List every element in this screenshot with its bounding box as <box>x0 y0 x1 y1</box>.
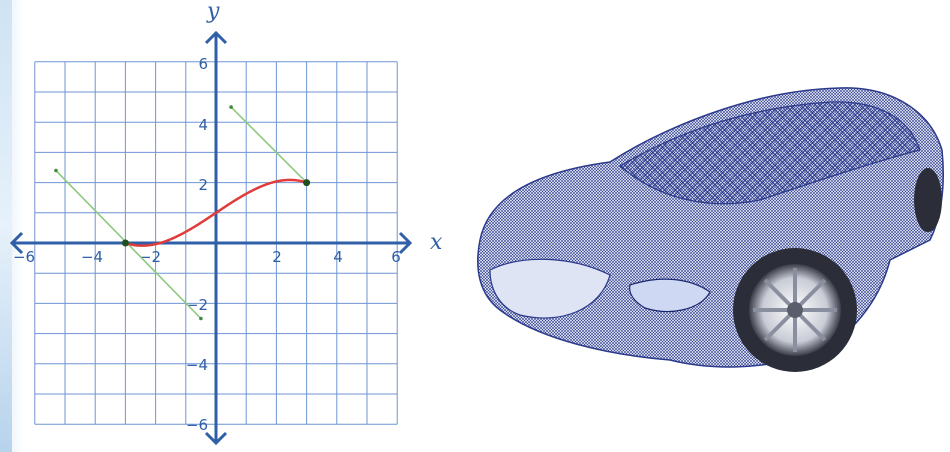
x-tick-label: −4 <box>81 248 103 266</box>
y-axis-down-arrow-icon <box>204 431 228 446</box>
x-tick-label: 2 <box>272 248 282 266</box>
x-tick-label: 4 <box>333 248 343 266</box>
x-tick-label: −6 <box>13 248 35 266</box>
front-wheel-hub <box>787 302 803 318</box>
wireframe-sports-car-icon <box>477 87 944 372</box>
rear-wheel <box>914 168 942 232</box>
tangent-endpoint <box>229 105 233 109</box>
slide-edge-accent <box>0 0 12 452</box>
x-tick-label: 6 <box>391 248 401 266</box>
x-tick-label: −2 <box>139 248 161 266</box>
x-axis-name: x <box>430 230 443 255</box>
tangent-point <box>121 239 129 247</box>
y-tick-label: −2 <box>186 296 208 314</box>
y-tick-label: −6 <box>186 416 208 434</box>
x-axis-left-arrow-icon <box>9 231 24 255</box>
tangent-line <box>230 106 308 184</box>
function-curve <box>125 178 307 247</box>
y-tick-label: 4 <box>198 116 208 134</box>
tangent-points <box>121 179 311 247</box>
y-tick-label: 6 <box>198 55 208 73</box>
y-tick-label: −4 <box>186 356 208 374</box>
tangent-endpoint <box>54 168 58 173</box>
car-windshield <box>618 101 921 205</box>
car-front-grille <box>489 258 611 319</box>
tangent-endpoint <box>199 316 203 321</box>
x-axis-right-arrow-icon <box>398 231 413 255</box>
y-axis-up-arrow-icon <box>204 30 228 45</box>
tangent-point <box>303 179 311 187</box>
function-graph: x y −6 −4 −2 2 4 6 6 4 2 −2 −4 −6 <box>9 0 443 446</box>
car-headlight <box>629 278 711 313</box>
y-axis-name: y <box>206 0 220 24</box>
y-tick-label: 2 <box>198 176 208 194</box>
